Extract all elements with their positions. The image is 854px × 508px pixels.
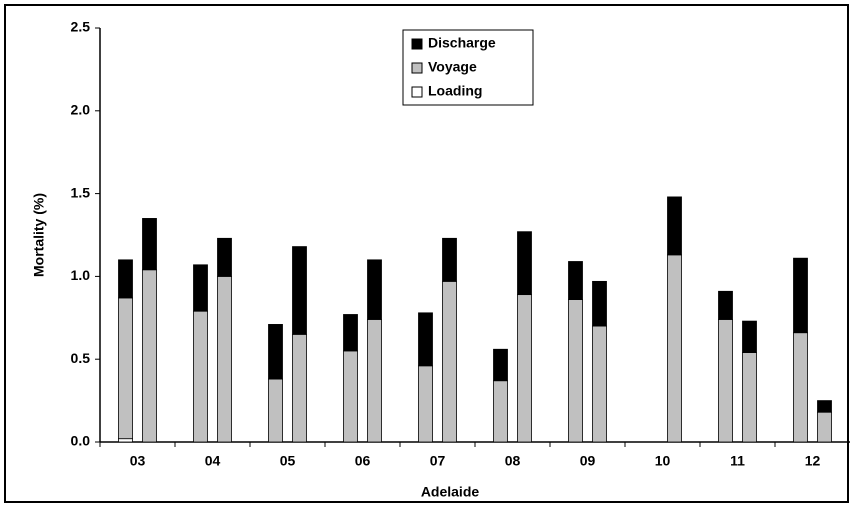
bar-segment <box>667 196 682 256</box>
bar-segment <box>343 314 358 352</box>
bar-segment <box>793 257 808 334</box>
x-tick-label: 06 <box>355 453 371 469</box>
frame <box>4 4 849 503</box>
bar-segment <box>442 237 457 282</box>
bar-segment <box>292 333 307 443</box>
y-tick-label: 2.0 <box>71 102 91 118</box>
y-tick-label: 0.0 <box>71 433 91 449</box>
y-tick-label: 1.5 <box>71 184 91 200</box>
legend-swatch <box>411 62 423 74</box>
legend-swatch <box>411 38 423 50</box>
bar-segment <box>193 310 208 443</box>
bar-segment <box>568 261 583 300</box>
x-tick-label: 12 <box>805 453 821 469</box>
bar-segment <box>742 352 757 443</box>
x-tick-label: 09 <box>580 453 596 469</box>
bar-segment <box>592 325 607 443</box>
bar-segment <box>217 237 232 277</box>
bar-segment <box>367 259 382 320</box>
bar-segment <box>118 297 133 440</box>
bar-segment <box>217 275 232 443</box>
bar-segment <box>517 294 532 443</box>
x-tick-label: 11 <box>730 453 745 469</box>
bar-segment <box>592 280 607 327</box>
x-tick-label: 07 <box>430 453 446 469</box>
bar-segment <box>292 246 307 335</box>
bar-segment <box>418 312 433 367</box>
bar-segment <box>367 319 382 443</box>
bar-segment <box>418 365 433 443</box>
bar-segment <box>817 400 832 413</box>
y-axis-label: Mortality (%) <box>31 193 47 277</box>
bar-segment <box>817 411 832 443</box>
legend <box>402 29 534 106</box>
legend-label: Loading <box>428 83 482 99</box>
bar-segment <box>268 324 283 380</box>
legend-swatch <box>411 86 423 98</box>
x-axis-label: Adelaide <box>421 484 480 500</box>
y-tick-label: 1.0 <box>71 267 91 283</box>
bar-segment <box>268 378 283 443</box>
bar-segment <box>118 438 133 443</box>
bar-segment <box>568 299 583 443</box>
legend-label: Voyage <box>428 59 477 75</box>
x-tick-label: 08 <box>505 453 521 469</box>
legend-label: Discharge <box>428 35 496 51</box>
x-tick-label: 05 <box>280 453 296 469</box>
bar-segment <box>493 348 508 382</box>
y-tick-label: 2.5 <box>71 19 91 35</box>
bar-segment <box>742 320 757 353</box>
bar-segment <box>442 280 457 443</box>
bar-segment <box>718 290 733 320</box>
y-tick-label: 0.5 <box>71 350 91 366</box>
bar-segment <box>193 264 208 312</box>
bar-segment <box>793 332 808 443</box>
x-tick-label: 04 <box>205 453 221 469</box>
x-tick-label: 03 <box>130 453 146 469</box>
x-tick-label: 10 <box>655 453 671 469</box>
bar-segment <box>142 269 157 443</box>
bar-segment <box>343 350 358 443</box>
bar-segment <box>517 231 532 296</box>
bar-segment <box>118 259 133 299</box>
bar-segment <box>718 319 733 443</box>
bar-segment <box>667 254 682 443</box>
bar-segment <box>493 380 508 443</box>
bar-segment <box>142 218 157 271</box>
